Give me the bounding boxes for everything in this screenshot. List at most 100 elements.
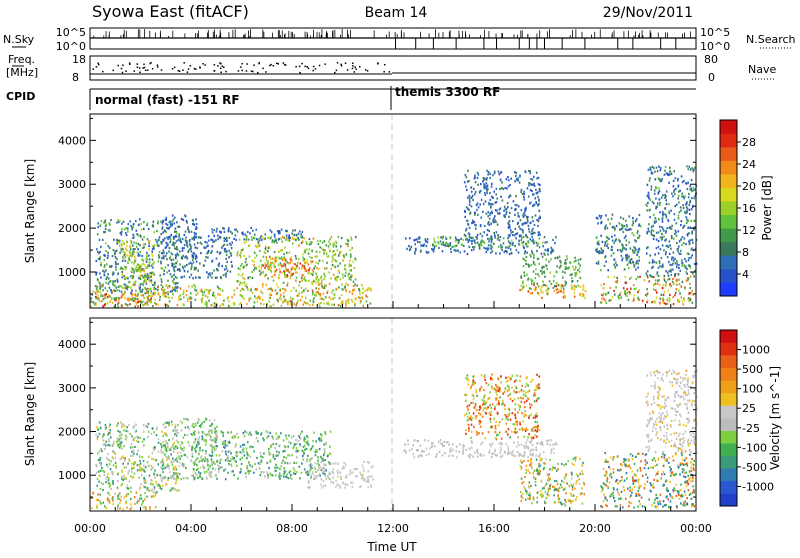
power-cell xyxy=(179,240,181,242)
power-cell xyxy=(178,298,180,300)
power-cell xyxy=(147,265,149,267)
velocity-cell xyxy=(117,437,119,439)
power-cell xyxy=(602,294,604,296)
velocity-cell xyxy=(183,450,185,452)
power-cell xyxy=(245,261,247,263)
power-cell xyxy=(153,272,155,274)
power-cell xyxy=(606,240,608,242)
power-cell xyxy=(518,216,520,218)
velocity-cell xyxy=(135,462,137,464)
power-cell xyxy=(237,230,239,232)
velocity-cell xyxy=(130,498,132,500)
velocity-cell xyxy=(217,460,219,462)
velocity-cell xyxy=(135,423,137,425)
power-cell xyxy=(455,240,457,242)
power-cell xyxy=(632,217,634,219)
power-cell xyxy=(524,252,526,254)
power-cell xyxy=(553,280,555,282)
velocity-cell xyxy=(157,474,159,476)
power-cell xyxy=(257,297,259,299)
power-cell xyxy=(140,223,142,225)
colorbar-tick-label: 28 xyxy=(742,136,756,149)
power-cell xyxy=(682,265,684,267)
velocity-cell xyxy=(324,452,326,454)
power-cell xyxy=(140,251,142,253)
y-tick-label: 4000 xyxy=(58,134,86,147)
power-cell xyxy=(630,247,632,249)
velocity-cell xyxy=(285,434,287,436)
power-cell xyxy=(309,300,311,302)
power-cell xyxy=(411,246,413,248)
power-cell xyxy=(147,298,149,300)
power-cell xyxy=(204,303,206,305)
power-cell xyxy=(97,233,99,235)
velocity-cell xyxy=(160,467,162,469)
power-cell xyxy=(541,286,543,288)
power-cell xyxy=(216,277,218,279)
power-cell xyxy=(206,305,208,307)
power-cell xyxy=(529,238,531,240)
power-cell xyxy=(187,245,189,247)
nave-dot xyxy=(313,66,315,68)
power-cell xyxy=(257,239,259,241)
power-cell xyxy=(166,236,168,238)
power-cell xyxy=(335,288,337,290)
power-cell xyxy=(107,255,109,257)
power-cell xyxy=(462,239,464,241)
power-cell xyxy=(427,241,429,243)
velocity-cell xyxy=(267,474,269,476)
velocity-cell xyxy=(148,456,150,458)
power-cell xyxy=(221,265,223,267)
velocity-cell xyxy=(168,423,170,425)
power-cell xyxy=(640,225,642,227)
power-cell xyxy=(680,238,682,240)
power-cell xyxy=(186,257,188,259)
power-cell xyxy=(175,228,177,230)
power-cell xyxy=(307,302,309,304)
power-cell xyxy=(688,257,690,259)
power-cell xyxy=(259,245,261,247)
power-cell xyxy=(541,291,543,293)
power-cell xyxy=(151,272,153,274)
power-cell xyxy=(425,238,427,240)
power-cell xyxy=(302,237,304,239)
power-cell xyxy=(350,279,352,281)
power-cell xyxy=(516,204,518,206)
power-cell xyxy=(330,298,332,300)
power-cell xyxy=(136,246,138,248)
power-cell xyxy=(247,277,249,279)
velocity-cell xyxy=(156,483,158,485)
power-cell xyxy=(653,284,655,286)
power-cell xyxy=(605,214,607,216)
velocity-cell xyxy=(179,473,181,475)
velocity-cell xyxy=(143,424,145,426)
power-cell xyxy=(546,241,548,243)
power-cell xyxy=(158,254,160,256)
power-cell xyxy=(455,236,457,238)
power-cell xyxy=(121,305,123,307)
velocity-cell xyxy=(117,440,119,442)
power-cell xyxy=(326,267,328,269)
velocity-cell xyxy=(116,425,118,427)
velocity-cell xyxy=(307,455,309,457)
power-cell xyxy=(301,267,303,269)
power-cell xyxy=(649,209,651,211)
power-cell xyxy=(497,197,499,199)
power-cell xyxy=(102,295,104,297)
power-cell xyxy=(260,290,262,292)
power-cell xyxy=(658,246,660,248)
power-cell xyxy=(117,279,119,281)
power-cell xyxy=(217,269,219,271)
power-cell xyxy=(250,227,252,229)
power-cell xyxy=(95,293,97,295)
velocity-cell xyxy=(236,433,238,435)
power-cell xyxy=(674,233,676,235)
power-cell xyxy=(142,301,144,303)
velocity-cell xyxy=(179,458,181,460)
power-cell xyxy=(519,182,521,184)
power-cell xyxy=(505,250,507,252)
power-cell xyxy=(183,296,185,298)
power-cell xyxy=(679,240,681,242)
nave-dot xyxy=(354,71,356,73)
power-cell xyxy=(688,193,690,195)
